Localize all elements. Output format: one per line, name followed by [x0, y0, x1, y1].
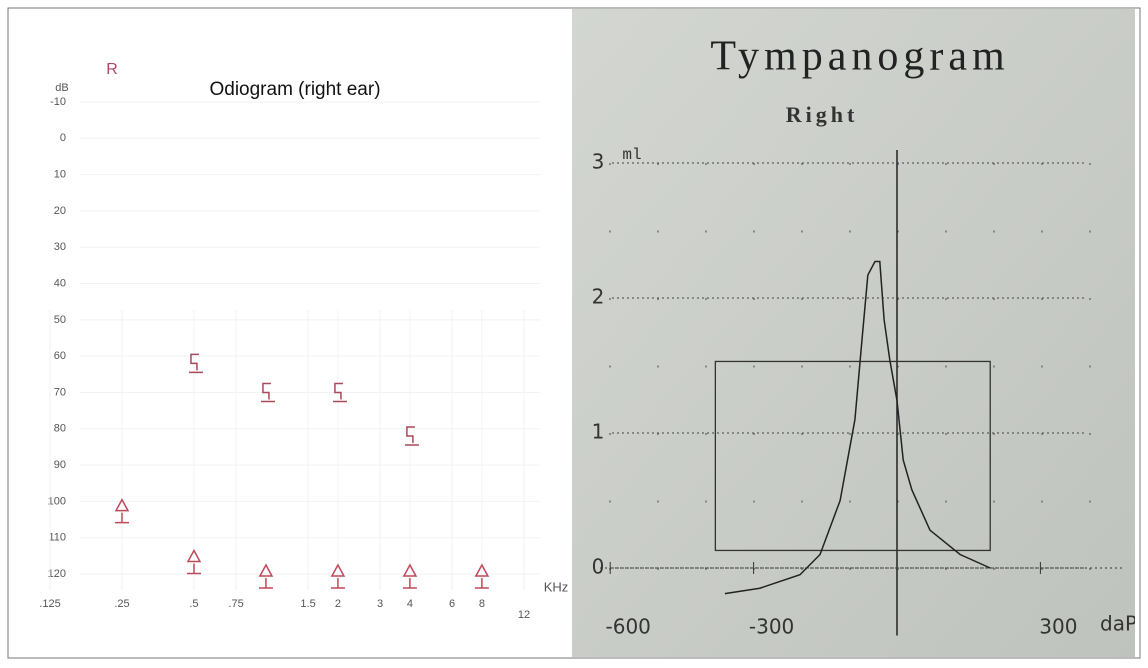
x-tick-label: 8 [479, 598, 485, 610]
x-axis-label: KHz [544, 579, 569, 594]
x-tick-label: 2 [335, 598, 341, 610]
air-marker [114, 498, 130, 524]
y-tick-label: 30 [54, 241, 66, 253]
air-marker [186, 548, 202, 575]
y-tick-label: 90 [54, 459, 66, 471]
x-tick-label: 4 [407, 598, 413, 610]
x-tick-label: 12 [518, 609, 530, 621]
x-tick-label: -300 [749, 615, 794, 639]
x-tick-label: 1.5 [300, 598, 315, 610]
air-marker [402, 563, 418, 589]
ear-label: R [106, 61, 118, 78]
y-axis-label: ml [622, 146, 641, 164]
dot-grid [600, 135, 1130, 615]
tympanogram: Tympanogram Right ml daPa 0 1 2 3 -600 -300 30… [592, 34, 1148, 639]
y-tick-label: 0 [60, 132, 66, 144]
bone-marker [188, 353, 203, 374]
y-tick-label: 1 [592, 420, 605, 444]
air-marker [258, 563, 274, 589]
bone-marker [404, 426, 419, 446]
air-marker [330, 563, 346, 589]
normal-region [714, 360, 991, 552]
chart-title: Tympanogram [710, 34, 1009, 80]
chart-subtitle: Right [786, 102, 859, 127]
y-tick-label: 40 [54, 277, 66, 289]
x-tick-label: 3 [377, 598, 383, 610]
bone-marker [332, 382, 347, 403]
y-tick-label: 80 [54, 423, 66, 435]
y-tick-label: 20 [54, 205, 66, 217]
x-tick-label: .125 [39, 598, 60, 610]
y-axis-label: dB [55, 82, 68, 94]
y-tick-label: 120 [48, 568, 66, 580]
x-tick-label: 6 [449, 598, 455, 610]
chart-title: Odiogram (right ear) [209, 79, 380, 100]
bone-marker [260, 382, 275, 403]
y-tick-label: 2 [592, 285, 605, 309]
x-tick-label: .75 [228, 598, 243, 610]
y-tick-label: 60 [54, 350, 66, 362]
tympanogram-curve [724, 260, 991, 595]
y-tick-label: 100 [48, 495, 66, 507]
y-tick-label: 10 [54, 169, 66, 181]
y-tick-label: 50 [54, 314, 66, 326]
y-tick-label: 110 [48, 532, 66, 544]
x-axis-label: daPa [1100, 612, 1148, 636]
x-tick-label: .25 [114, 598, 129, 610]
x-tick-label: 300 [1039, 615, 1077, 639]
y-tick-label: 0 [592, 555, 605, 579]
audiogram: Odiogram (right ear) R dB KHz -10 0 10 20 30… [39, 61, 568, 621]
y-tick-label: -10 [50, 96, 66, 108]
x-tick-label: -600 [606, 615, 651, 639]
y-tick-label: 3 [592, 150, 605, 174]
x-tick-label: .5 [189, 598, 198, 610]
air-marker [474, 563, 490, 589]
y-tick-label: 70 [54, 386, 66, 398]
